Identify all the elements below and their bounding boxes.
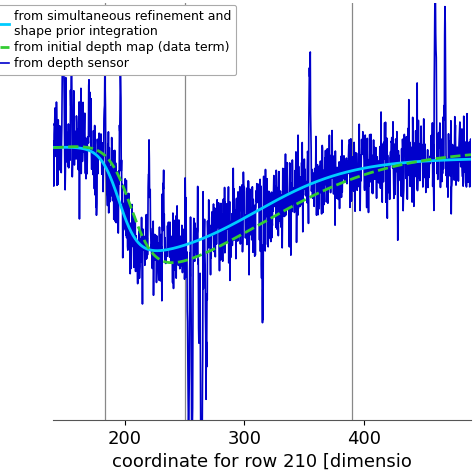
Legend: from simultaneous refinement and
shape prior integration, from initial depth map: from simultaneous refinement and shape p… xyxy=(0,5,236,75)
X-axis label: coordinate for row 210 [dimensio: coordinate for row 210 [dimensio xyxy=(112,453,412,471)
